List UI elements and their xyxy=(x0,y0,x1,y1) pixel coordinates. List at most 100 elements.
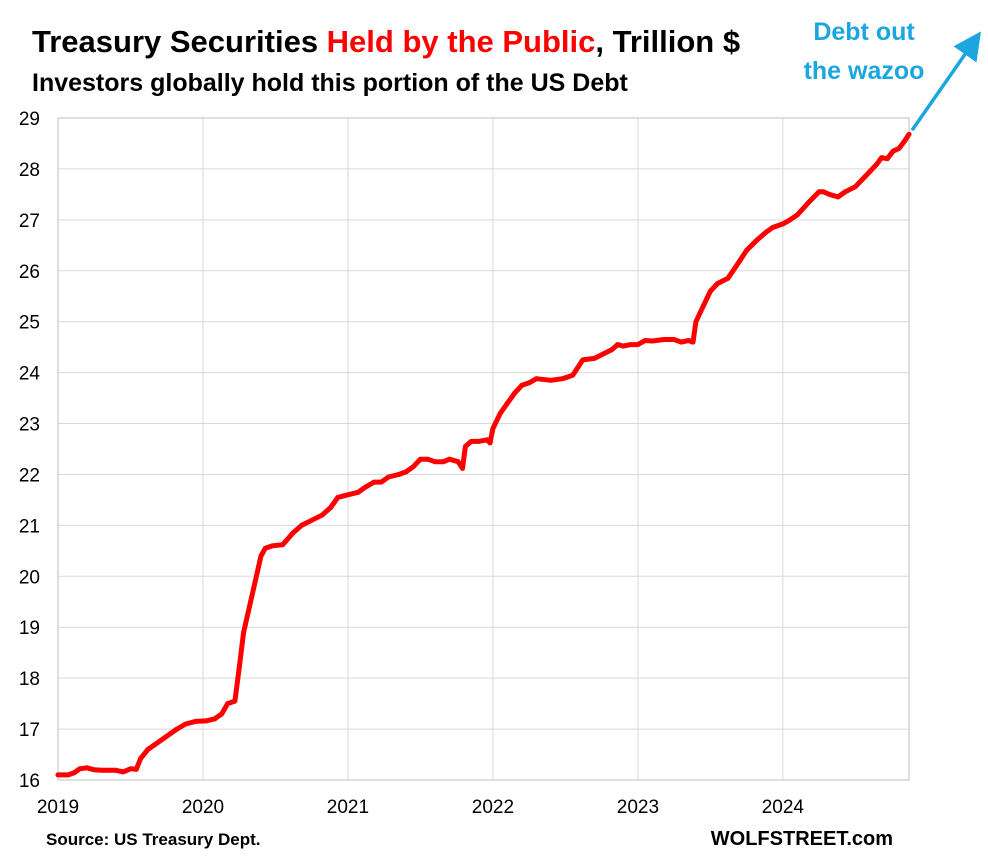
data-point xyxy=(183,721,189,727)
data-point xyxy=(252,579,258,584)
y-tick-label: 29 xyxy=(19,109,40,130)
data-point xyxy=(106,767,112,773)
data-point xyxy=(693,319,699,325)
x-tick-label: 2022 xyxy=(472,797,514,818)
data-point xyxy=(526,380,532,386)
data-point xyxy=(519,382,525,388)
data-point xyxy=(403,469,409,475)
data-point xyxy=(890,148,896,154)
data-point xyxy=(133,766,139,772)
title-part1: Treasury Securities xyxy=(32,24,327,59)
data-point xyxy=(821,189,826,195)
data-point xyxy=(84,765,90,771)
data-point xyxy=(884,156,890,162)
data-point xyxy=(497,411,503,416)
data-point xyxy=(455,459,461,465)
data-point xyxy=(145,747,151,752)
title-part2: , Trillion $ xyxy=(595,24,740,59)
data-point xyxy=(55,772,61,778)
data-point xyxy=(61,772,67,778)
data-point xyxy=(113,767,119,773)
data-point xyxy=(621,343,626,349)
data-point xyxy=(236,665,242,671)
y-tick-label: 21 xyxy=(19,516,40,537)
data-point xyxy=(247,604,252,610)
plot-border xyxy=(57,117,910,781)
data-point xyxy=(867,169,873,174)
annotation-arrow xyxy=(910,31,982,132)
data-point xyxy=(860,176,865,182)
annotation-line2: the wazoo xyxy=(804,57,925,85)
y-tick-label: 20 xyxy=(19,567,40,588)
data-point xyxy=(447,456,452,462)
data-point xyxy=(167,731,173,737)
data-point xyxy=(725,276,731,281)
data-point xyxy=(71,770,77,776)
data-point xyxy=(91,767,97,773)
y-tick-label: 28 xyxy=(19,160,40,181)
data-point xyxy=(615,342,620,347)
y-tick-label: 17 xyxy=(19,720,40,741)
data-point xyxy=(690,339,696,345)
data-point xyxy=(835,194,841,200)
y-tick-label: 23 xyxy=(19,415,40,436)
y-tick-label: 16 xyxy=(19,771,40,792)
y-tick-label: 27 xyxy=(19,211,40,232)
data-point xyxy=(842,189,848,195)
data-point xyxy=(734,263,739,269)
y-tick-label: 19 xyxy=(19,618,40,639)
x-tick-labels: 2019 2020 2021 2022 2023 2024 xyxy=(37,797,805,818)
data-point xyxy=(128,766,133,772)
data-point xyxy=(468,439,474,444)
y-gridlines xyxy=(58,117,909,781)
data-point xyxy=(280,542,286,548)
data-point xyxy=(441,459,446,465)
data-point xyxy=(580,357,586,363)
data-point xyxy=(628,342,633,347)
data-point xyxy=(193,719,199,724)
y-tick-label: 26 xyxy=(19,262,40,283)
data-point xyxy=(787,217,793,223)
data-point xyxy=(534,376,539,382)
data-point xyxy=(319,512,325,518)
data-point xyxy=(686,338,691,343)
data-point xyxy=(463,444,468,449)
data-point xyxy=(599,352,605,358)
data-point xyxy=(174,726,180,732)
data-point xyxy=(560,376,565,382)
data-point xyxy=(396,472,402,477)
data-point xyxy=(570,372,576,378)
data-point xyxy=(378,479,384,485)
data-point xyxy=(262,545,268,551)
data-point xyxy=(650,338,655,344)
data-point xyxy=(780,221,786,227)
data-point xyxy=(754,237,760,243)
data-point xyxy=(700,304,706,309)
data-point xyxy=(679,339,684,345)
annotation-line1: Debt out xyxy=(813,18,915,46)
data-point xyxy=(874,161,880,167)
data-point xyxy=(476,439,481,444)
data-point xyxy=(219,711,225,717)
data-point xyxy=(309,517,315,523)
brand-name: WOLFSTREET.com xyxy=(711,828,893,850)
data-point xyxy=(642,338,648,343)
data-point xyxy=(335,495,341,500)
x-tick-label: 2024 xyxy=(762,797,805,818)
y-tick-labels: 16 17 18 19 20 21 22 23 24 25 26 27 28 29 xyxy=(19,109,41,792)
data-point xyxy=(763,230,768,236)
data-point xyxy=(715,281,720,286)
x-gridlines xyxy=(57,118,784,780)
data-point xyxy=(160,736,165,742)
data-point xyxy=(902,138,908,144)
data-point xyxy=(258,553,264,559)
data-point xyxy=(120,769,126,775)
data-point xyxy=(806,199,812,205)
data-point xyxy=(152,742,158,747)
data-point xyxy=(635,342,641,347)
data-point xyxy=(410,464,416,470)
data-point xyxy=(371,479,377,485)
series-group xyxy=(55,131,912,778)
